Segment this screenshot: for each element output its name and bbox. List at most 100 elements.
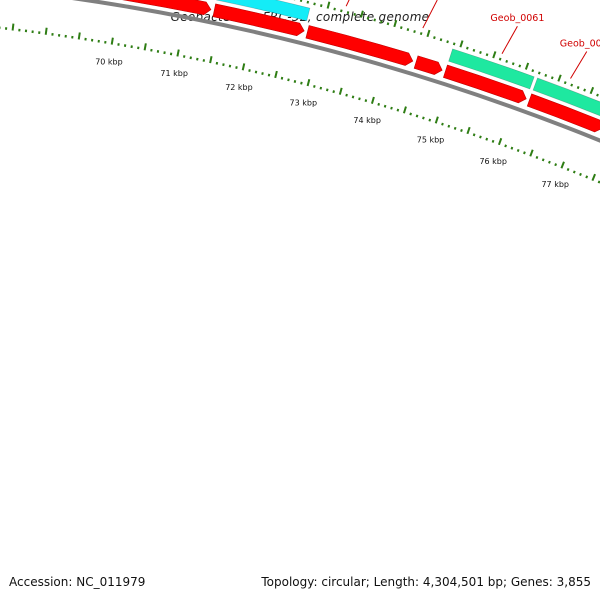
ruler-tick — [235, 66, 238, 69]
ruler-tick — [373, 18, 376, 22]
ruler-tick — [399, 26, 403, 30]
ruler-tick — [563, 81, 567, 85]
ruler-tick — [597, 180, 600, 184]
ruler-tick — [409, 112, 412, 116]
gene-label-leader — [501, 25, 518, 54]
genome-summary: Topology: circular; Length: 4,304,501 bp… — [261, 575, 591, 589]
gene-label-leader — [570, 51, 588, 79]
ruler-tick — [215, 61, 219, 65]
ruler-tick — [360, 10, 364, 18]
ruler-tick — [466, 46, 469, 50]
ruler-tick — [591, 173, 596, 182]
ruler-tick — [396, 108, 400, 112]
gene-label-leader — [422, 0, 438, 29]
ruler-tick — [485, 53, 489, 57]
ruler-tick — [325, 88, 329, 92]
ruler-tick — [426, 29, 431, 38]
ruler-tick — [340, 9, 343, 13]
ruler-tick — [544, 73, 548, 77]
gene-label[interactable]: Geob_0061 — [490, 13, 544, 24]
ruler-tick — [505, 59, 509, 63]
feature-green[interactable] — [532, 77, 600, 119]
ruler-tick — [560, 161, 565, 169]
ruler-tick — [439, 38, 443, 42]
ruler-tick — [306, 0, 310, 4]
cds-feature[interactable] — [212, 3, 305, 37]
cds-track — [119, 0, 600, 133]
ruler-tick — [518, 64, 522, 68]
gene-label[interactable]: Geob_0062 — [560, 39, 600, 50]
ruler-tick — [390, 106, 393, 110]
ruler-tick — [196, 57, 199, 61]
ruler-tick — [254, 70, 258, 74]
ruler-tick — [413, 30, 416, 34]
ruler-tick — [333, 7, 336, 11]
accession-label: Accession: NC_011979 — [9, 575, 146, 589]
ruler-tick — [209, 56, 213, 64]
gene-label-leaders — [345, 0, 588, 79]
ruler-tick — [306, 78, 311, 87]
ruler-tick — [529, 149, 534, 157]
ruler-tick — [479, 50, 482, 54]
ruler-tick — [383, 104, 387, 108]
ruler-tick — [241, 63, 246, 71]
ruler-tick — [479, 135, 482, 139]
genome-backbone — [71, 0, 600, 143]
ruler-tick — [498, 57, 502, 61]
ruler-tick — [44, 27, 48, 35]
ruler-tick — [596, 93, 599, 97]
ruler-tick — [406, 28, 410, 32]
cds-feature[interactable] — [119, 0, 212, 16]
ruler-tick — [492, 51, 497, 59]
ruler-tick — [516, 148, 520, 152]
ruler-tick — [428, 118, 432, 122]
ruler-tick — [548, 160, 551, 164]
ruler-tick — [77, 32, 81, 40]
ruler-tick — [585, 175, 589, 179]
cds-feature[interactable] — [413, 55, 443, 75]
ruler-tick — [358, 97, 361, 101]
ruler-tick — [531, 69, 535, 73]
tick-row-inner — [0, 23, 600, 184]
ruler-tick — [441, 122, 444, 126]
ruler-tick — [422, 116, 425, 120]
feature-green[interactable] — [448, 48, 535, 90]
tick-row-outer — [293, 0, 599, 97]
ruler-tick — [524, 62, 530, 70]
ruler-tick — [537, 71, 541, 75]
ruler-tick — [267, 73, 271, 77]
ruler-tick — [589, 86, 595, 95]
ruler-tick — [261, 72, 264, 75]
ruler-tick — [523, 151, 526, 155]
ruler-tick — [222, 63, 225, 67]
ruler-tick — [472, 133, 476, 137]
ruler-tick — [189, 56, 192, 60]
ruler-tick — [366, 16, 370, 20]
ruler-tick — [453, 126, 457, 130]
ruler-tick — [313, 2, 316, 6]
ruler-tick — [504, 144, 507, 148]
ruler-tick — [353, 12, 356, 16]
ruler-tick — [351, 95, 355, 99]
ruler-tick — [419, 32, 423, 36]
ruler-tick — [319, 4, 323, 8]
cds-feature[interactable] — [305, 25, 414, 66]
ruler-tick — [386, 22, 390, 26]
ruler-tick — [535, 155, 539, 160]
kbp-label: 75 kbp — [417, 135, 445, 144]
kbp-label: 71 kbp — [160, 69, 188, 78]
feature-cyan[interactable] — [216, 0, 311, 22]
cds-feature[interactable] — [526, 93, 600, 133]
ruler-tick — [293, 80, 297, 83]
ruler-tick — [415, 114, 419, 118]
kbp-label: 72 kbp — [225, 83, 253, 92]
ruler-tick — [370, 96, 375, 104]
gene-label-leader — [345, 0, 350, 7]
ruler-tick — [459, 40, 464, 48]
ruler-tick — [300, 81, 303, 85]
ruler-tick — [274, 70, 278, 79]
cds-feature[interactable] — [443, 64, 527, 104]
ruler-tick — [452, 42, 456, 46]
ruler-tick — [280, 76, 284, 80]
